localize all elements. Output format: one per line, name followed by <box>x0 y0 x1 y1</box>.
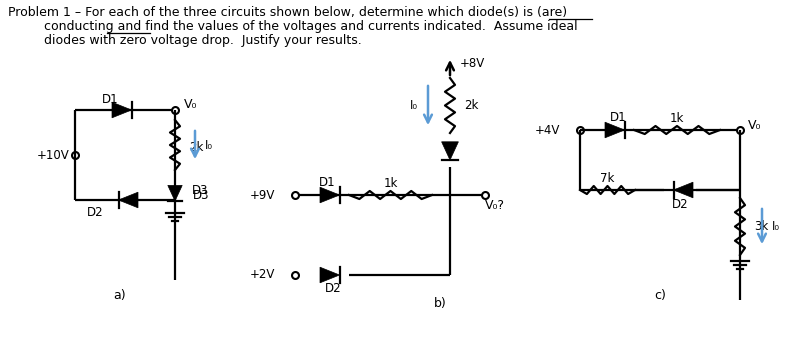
Text: D1: D1 <box>610 110 626 123</box>
Text: D3: D3 <box>193 189 210 202</box>
Text: I₀: I₀ <box>205 139 213 151</box>
Polygon shape <box>442 142 458 160</box>
Text: 7k: 7k <box>601 172 615 184</box>
Text: a): a) <box>114 289 127 301</box>
Text: +2V: +2V <box>250 269 275 281</box>
Text: +4V: +4V <box>534 123 560 137</box>
Text: 1k: 1k <box>670 111 684 125</box>
Polygon shape <box>320 187 340 203</box>
Text: V₀: V₀ <box>184 97 198 110</box>
Text: D3: D3 <box>192 183 208 196</box>
Text: 2k: 2k <box>464 99 479 112</box>
Text: +8V: +8V <box>459 56 485 69</box>
Text: I₀: I₀ <box>410 99 418 112</box>
Text: V₀: V₀ <box>748 118 762 131</box>
Text: 1k: 1k <box>384 176 398 190</box>
Polygon shape <box>167 185 182 201</box>
Text: diodes with zero voltage drop.  Justify your results.: diodes with zero voltage drop. Justify y… <box>8 34 362 47</box>
Text: conducting and find the values of the voltages and currents indicated.  Assume i: conducting and find the values of the vo… <box>8 20 578 33</box>
Text: I₀: I₀ <box>772 220 780 233</box>
Text: D2: D2 <box>325 282 341 295</box>
Text: 2k: 2k <box>189 140 204 153</box>
Text: 3k: 3k <box>754 220 768 233</box>
Text: c): c) <box>654 289 666 301</box>
Text: Problem 1 – For each of the three circuits shown below, determine which diode(s): Problem 1 – For each of the three circui… <box>8 6 567 19</box>
Text: b): b) <box>434 297 446 310</box>
Text: +9V: +9V <box>250 189 275 202</box>
Polygon shape <box>605 122 625 138</box>
Text: D1: D1 <box>101 93 119 106</box>
Text: D2: D2 <box>86 205 103 218</box>
Polygon shape <box>112 102 131 118</box>
Text: +10V: +10V <box>37 149 69 161</box>
Polygon shape <box>320 267 340 283</box>
Text: D1: D1 <box>318 175 336 189</box>
Polygon shape <box>119 192 138 208</box>
Text: D2: D2 <box>672 197 689 211</box>
Polygon shape <box>674 182 693 198</box>
Text: V₀?: V₀? <box>485 198 505 212</box>
